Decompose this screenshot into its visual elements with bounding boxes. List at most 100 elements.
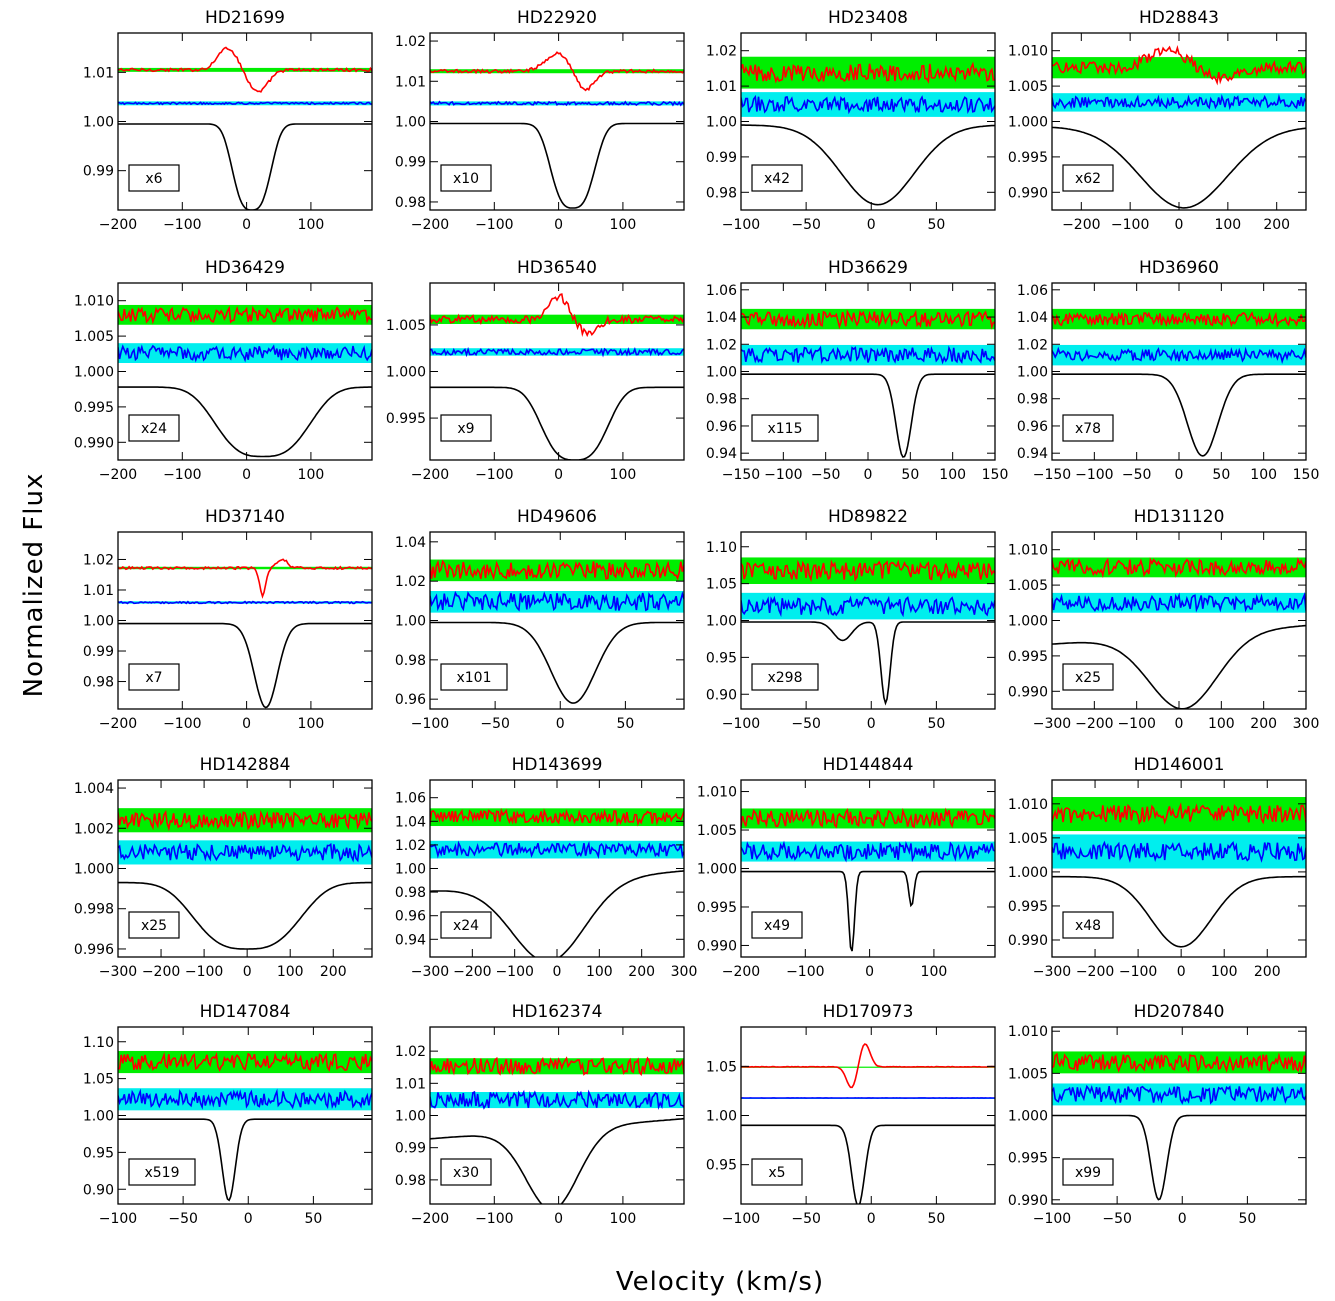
y-tick-label: 1.002 — [74, 821, 114, 837]
x-tick-label: −200 — [1076, 964, 1114, 980]
intensity-profile — [430, 870, 684, 957]
plot-area — [430, 1056, 684, 1204]
y-tick-label: 1.00 — [706, 1109, 737, 1125]
stokes-v-profile — [118, 46, 372, 93]
plot-area — [118, 304, 372, 458]
multiplier-label: x25 — [141, 918, 167, 934]
y-tick-label: 0.94 — [1017, 446, 1048, 462]
plot-area — [1052, 797, 1306, 948]
multiplier-box — [1062, 1158, 1114, 1186]
intensity-profile — [430, 1117, 684, 1204]
panel-HD147084: −100 −50 0 50 0.90 0.95 1.00 1.05 1.10 HD147084 x5… — [83, 1002, 373, 1227]
multiplier-label: x24 — [141, 421, 167, 437]
x-tick-label: 0 — [1175, 467, 1184, 483]
y-tick-label: 0.98 — [395, 195, 426, 211]
y-tick-label: 0.98 — [83, 675, 114, 691]
y-tick-label: 0.94 — [706, 446, 737, 462]
y-tick-label: 1.04 — [706, 310, 737, 326]
x-tick-label: −200 — [99, 716, 137, 732]
x-tick-label: −200 — [411, 1211, 449, 1227]
y-tick-label: 0.98 — [395, 1173, 426, 1189]
multiplier-label: x30 — [453, 1165, 479, 1181]
panel-title: HD49606 — [517, 507, 597, 527]
panel-title: HD162374 — [512, 1002, 603, 1022]
y-tick-label: 1.04 — [395, 535, 426, 551]
x-tick-label: 100 — [1214, 217, 1241, 233]
multiplier-box — [1062, 414, 1114, 442]
intensity-profile — [430, 386, 684, 460]
panel-HD21699: −200 −100 0 100 0.99 1.00 1.01 HD21699 x6 — [83, 8, 373, 233]
x-tick-label: 100 — [1208, 716, 1235, 732]
null-profile — [118, 101, 372, 106]
plot-area — [118, 808, 372, 950]
y-tick-label: 0.995 — [697, 900, 737, 916]
panel-HD23408: −100 −50 0 50 0.98 0.99 1.00 1.01 1.02 HD23408 x42 — [706, 8, 996, 233]
x-tick-label: 50 — [927, 716, 945, 732]
x-tick-label: −100 — [1033, 1211, 1071, 1227]
x-tick-label: −100 — [185, 964, 223, 980]
plot-area — [741, 1043, 995, 1204]
y-tick-label: 1.00 — [1017, 365, 1048, 381]
stokes-v-profile — [430, 51, 684, 92]
null-profile — [430, 1089, 684, 1110]
panel-title: HD147084 — [200, 1002, 291, 1022]
x-tick-label: 100 — [1250, 467, 1277, 483]
y-tick-label: 1.02 — [395, 574, 426, 590]
intensity-profile — [741, 124, 995, 206]
x-tick-label: 50 — [1212, 467, 1230, 483]
y-tick-label: 0.990 — [1008, 933, 1048, 949]
null-profile — [741, 840, 995, 863]
y-tick-label: 1.005 — [386, 318, 426, 334]
stokes-v-band — [741, 1066, 995, 1068]
y-tick-label: 0.98 — [395, 653, 426, 669]
y-tick-label: 0.990 — [1008, 1193, 1048, 1209]
x-tick-label: −100 — [475, 217, 513, 233]
x-tick-label: 50 — [901, 467, 919, 483]
stokes-v-profile — [430, 293, 684, 338]
y-axis-label: Normalized Flux — [19, 473, 49, 698]
multiplier-label: x42 — [764, 171, 790, 187]
intensity-profile — [430, 122, 684, 209]
plot-area — [741, 557, 995, 706]
plot-area — [430, 51, 684, 209]
y-tick-label: 1.005 — [697, 823, 737, 839]
x-tick-label: −200 — [1062, 217, 1100, 233]
y-tick-label: 1.000 — [1008, 115, 1048, 131]
plot-area — [741, 308, 995, 458]
intensity-profile — [741, 373, 995, 458]
y-tick-label: 1.02 — [706, 337, 737, 353]
stokes-v-profile — [741, 559, 995, 583]
y-tick-label: 0.98 — [706, 392, 737, 408]
panel-title: HD207840 — [1134, 1002, 1225, 1022]
x-tick-label: 0 — [242, 217, 251, 233]
x-tick-label: 0 — [242, 467, 251, 483]
panel-title: HD144844 — [823, 755, 914, 775]
y-tick-label: 1.00 — [706, 365, 737, 381]
stokes-v-profile — [118, 1051, 372, 1072]
y-tick-label: 1.000 — [1008, 1109, 1048, 1125]
y-tick-label: 0.96 — [1017, 419, 1048, 435]
y-tick-label: 1.00 — [83, 614, 114, 630]
x-tick-label: −50 — [791, 716, 821, 732]
x-tick-label: 50 — [1238, 1211, 1256, 1227]
x-tick-label: 100 — [586, 964, 613, 980]
x-tick-label: 0 — [867, 217, 876, 233]
x-tick-label: −50 — [1102, 1211, 1132, 1227]
y-tick-label: 1.00 — [83, 1109, 114, 1125]
y-tick-label: 1.06 — [395, 791, 426, 807]
y-tick-label: 0.990 — [1008, 684, 1048, 700]
null-profile — [741, 94, 995, 115]
x-tick-label: −100 — [495, 964, 533, 980]
multiplier-label: x10 — [453, 171, 479, 187]
x-tick-label: 150 — [982, 467, 1009, 483]
y-tick-label: 1.00 — [83, 115, 114, 131]
x-tick-label: −100 — [1117, 716, 1155, 732]
panel-title: HD131120 — [1134, 507, 1225, 527]
x-tick-label: −100 — [163, 716, 201, 732]
panel-HD36629: −150 −100 −50 0 50 100 150 0.94 0.96 0.98 1.00 1.02… — [706, 258, 1009, 483]
plot-area — [1052, 308, 1306, 457]
multiplier-label: x62 — [1075, 171, 1101, 187]
stokes-v-profile — [1052, 802, 1306, 825]
